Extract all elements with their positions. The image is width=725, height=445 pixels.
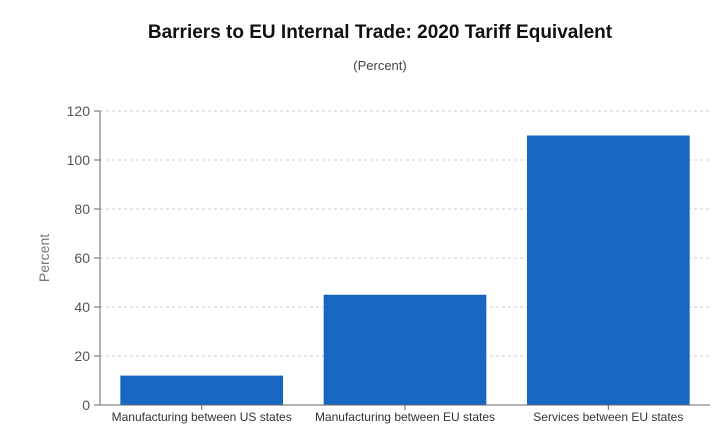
y-tick-label: 120 (67, 103, 91, 119)
bar (120, 375, 283, 405)
chart-title: Barriers to EU Internal Trade: 2020 Tari… (147, 22, 613, 43)
x-tick-label: Services between EU states (533, 410, 683, 424)
bar (323, 294, 487, 405)
bar (527, 135, 690, 405)
y-tick-label: 40 (74, 299, 90, 315)
y-tick-label: 0 (82, 397, 90, 413)
x-tick-label: Manufacturing between EU states (315, 410, 495, 424)
y-tick-label: 80 (74, 201, 90, 217)
y-tick-label: 20 (74, 348, 90, 364)
x-tick-label: Manufacturing between US states (112, 410, 292, 424)
y-tick-label: 60 (74, 250, 90, 266)
chart-subtitle: (Percent) (353, 58, 407, 73)
y-axis-label: Percent (36, 234, 52, 282)
axes: 0 20 40 60 80 100 120 Manufacturing between US … (67, 103, 710, 424)
y-tick-label: 100 (67, 152, 91, 168)
bars (120, 135, 690, 405)
